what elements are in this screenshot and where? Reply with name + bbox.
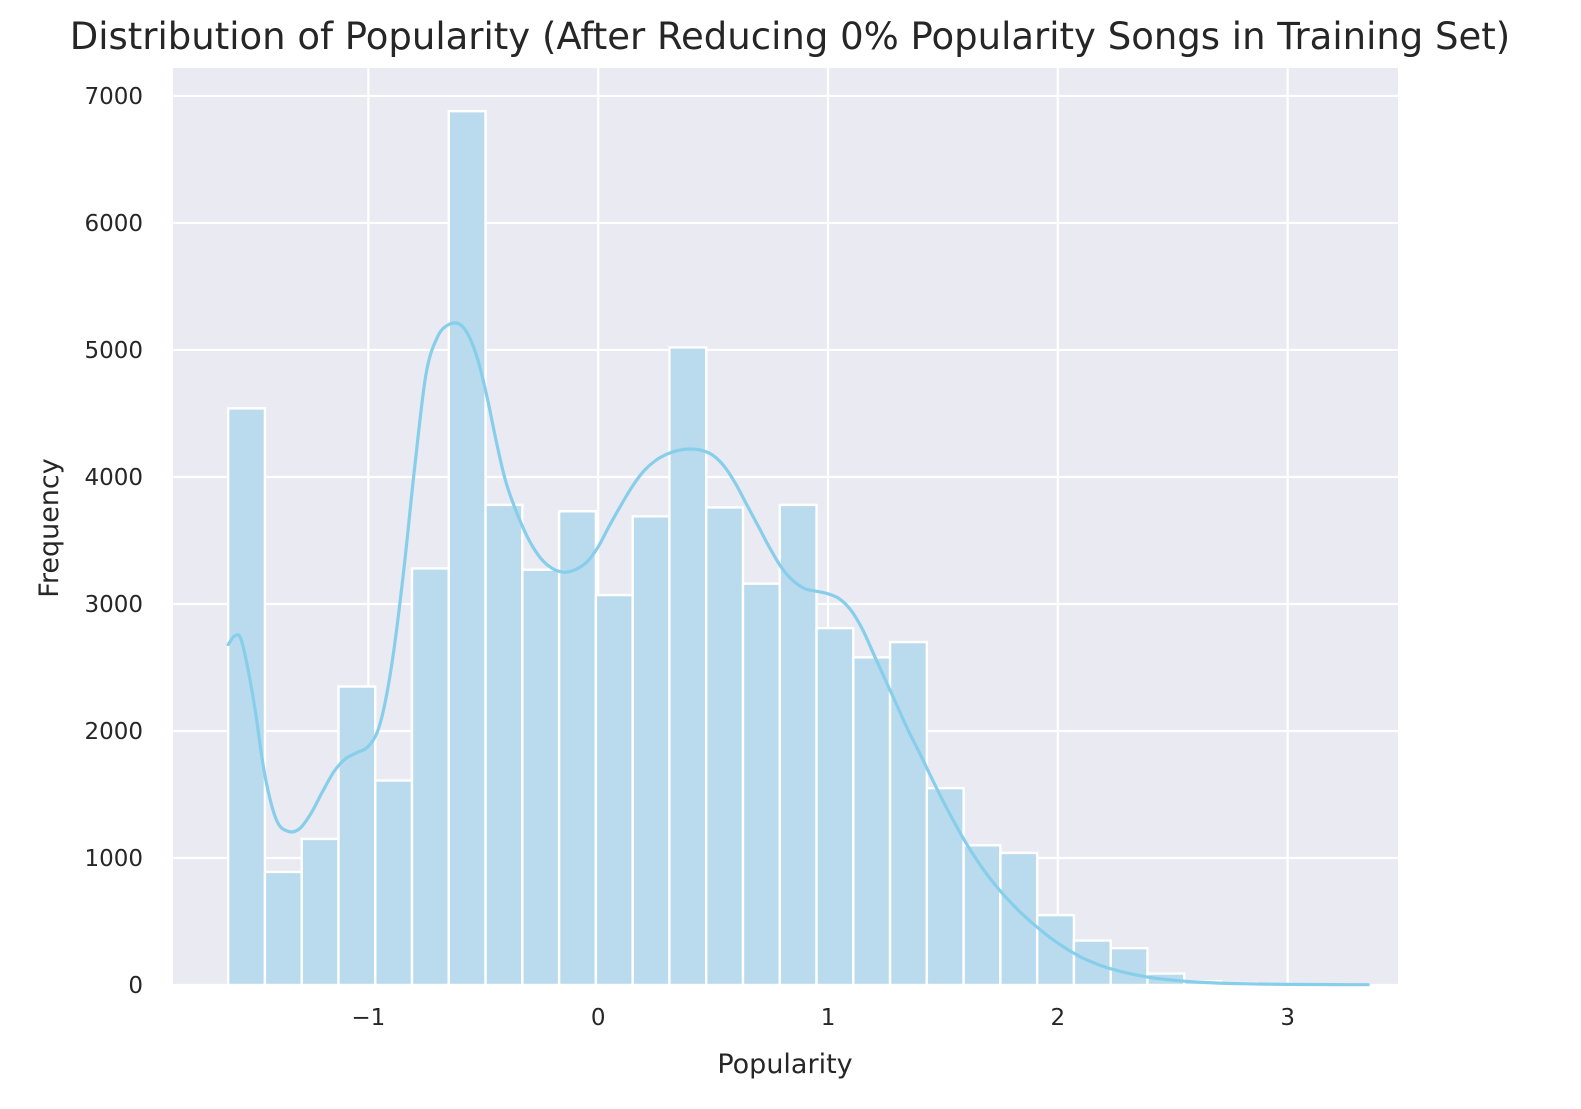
histogram-bar [300,837,340,987]
histogram-bar [374,779,414,987]
y-tick-label: 3000 [84,592,143,618]
histogram-bar [668,346,708,987]
y-tick-label: 5000 [84,338,143,364]
histogram-bar [778,503,818,987]
y-axis-label: Frequency [34,458,65,598]
x-tick-label: 2 [1051,1005,1066,1031]
kde-curve-group [226,321,1370,987]
histogram-bar [226,407,267,987]
y-tick-label: 1000 [84,846,143,872]
histogram-bar [705,506,745,987]
histogram-bar [1109,946,1149,987]
histogram-bar [263,870,303,987]
histogram-bar [594,593,634,987]
x-tick-label: −1 [351,1005,385,1031]
y-tick-label: 0 [128,973,143,999]
y-tick-label: 6000 [84,211,143,237]
x-tick-label: 0 [591,1005,606,1031]
histogram-bar [741,582,781,987]
x-tick-label: 3 [1280,1005,1295,1031]
x-axis-label: Popularity [717,1049,852,1080]
y-tick-label: 2000 [84,719,143,745]
histogram-bar [631,515,671,987]
histogram-bar [484,503,524,987]
histogram-bar [557,510,598,987]
y-tick-label: 7000 [84,84,143,110]
chart-title: Distribution of Popularity (After Reduci… [70,15,1511,58]
histogram-bar [815,626,855,987]
y-axis-ticks: 0 1000 2000 3000 4000 5000 6000 7000 [84,84,143,999]
histogram-bar [999,851,1039,987]
kde-line [226,321,1370,987]
x-tick-label: 1 [821,1005,836,1031]
histogram-bars [226,109,1370,987]
histogram-bar [521,568,561,987]
histogram-bar [410,567,450,987]
histogram-bar [447,109,487,987]
histogram-bar [852,656,892,987]
x-axis-ticks: −1 0 1 2 3 [351,1005,1295,1031]
histogram-bar [337,685,377,987]
histogram-bar [925,786,965,987]
y-tick-label: 4000 [84,465,143,491]
histogram-bar [888,640,929,987]
